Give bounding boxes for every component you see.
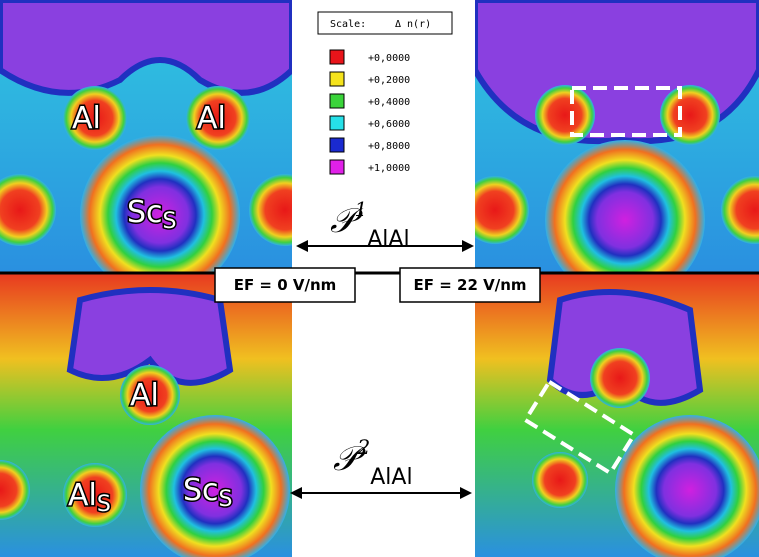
legend-label: +0,8000 [368,141,410,152]
legend-swatch [330,116,344,130]
legend-swatch [330,160,344,174]
legend-label: +0,2000 [368,75,410,86]
legend-swatch [330,72,344,86]
legend: +0,0000 +0,2000 +0,4000 +0,6000 +0,8000 +1,00… [330,50,410,174]
scale-quantity: Δ n(r) [395,19,431,30]
field-label: EF = 22 V/nm [414,276,527,294]
panel-top-right [461,0,759,300]
legend-label: +0,6000 [368,119,410,130]
legend-label: +0,4000 [368,97,410,108]
panel-bottom-left [0,274,292,557]
legend-label: +0,0000 [368,53,410,64]
legend-swatch [330,94,344,108]
path-label: 𝒫2AlAl [333,435,413,490]
legend-swatch [330,138,344,152]
panel-bottom-right [475,274,759,557]
figure: Scale: Δ n(r) +0,0000 +0,2000 +0,4000 +0,60… [0,0,759,557]
atom-label: Al [72,101,101,136]
panel-top-left [0,0,321,295]
atom-label: Al [130,378,159,413]
scale-title: Scale: [330,19,366,30]
legend-swatch [330,50,344,64]
legend-label: +1,0000 [368,163,410,174]
field-label: EF = 0 V/nm [234,276,337,294]
atom-label: Al [197,101,226,136]
path-label: 𝒫1AlAl [330,197,410,252]
